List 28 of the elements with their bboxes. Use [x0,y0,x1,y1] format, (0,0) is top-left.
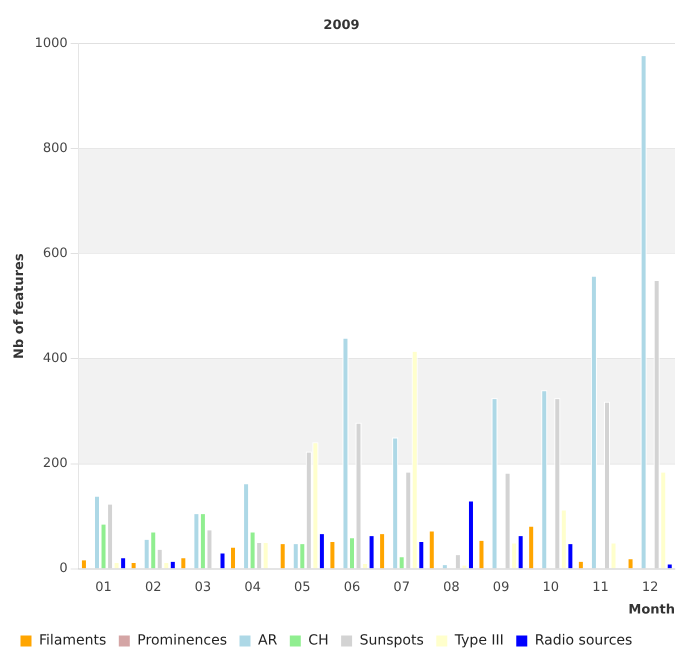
y-tick-label: 0 [59,561,68,576]
x-tick-label: 05 [294,580,311,595]
y-tick-label: 800 [42,141,68,156]
legend-label: Filaments [39,632,106,649]
legend-label: Sunspots [360,632,424,649]
x-tick-label: 07 [393,580,410,595]
chart-title: 2009 [323,18,360,34]
legend-label: CH [308,632,329,649]
x-tick-label: 10 [542,580,560,595]
x-tick-label: 04 [244,580,261,595]
legend-label: AR [258,632,278,649]
x-tick-label: 02 [144,580,162,595]
legend-label: Prominences [137,632,228,649]
x-axis-title: Month [628,602,675,618]
x-tick-label: 01 [95,580,112,595]
y-tick-label: 200 [42,456,68,472]
x-tick-label: 03 [194,580,212,595]
x-tick-label: 11 [592,580,609,595]
y-tick-label: 400 [42,351,68,366]
legend-label: Type III [454,632,504,649]
y-tick-label: 1000 [34,36,68,51]
x-tick-label: 08 [443,580,460,595]
x-tick-label: 09 [492,580,510,595]
x-tick-label: 06 [344,580,360,595]
x-tick-label: 12 [642,580,658,595]
legend-label: Radio sources [534,632,632,649]
y-tick-label: 600 [42,246,68,262]
y-axis-title: Nb of features [12,253,28,359]
